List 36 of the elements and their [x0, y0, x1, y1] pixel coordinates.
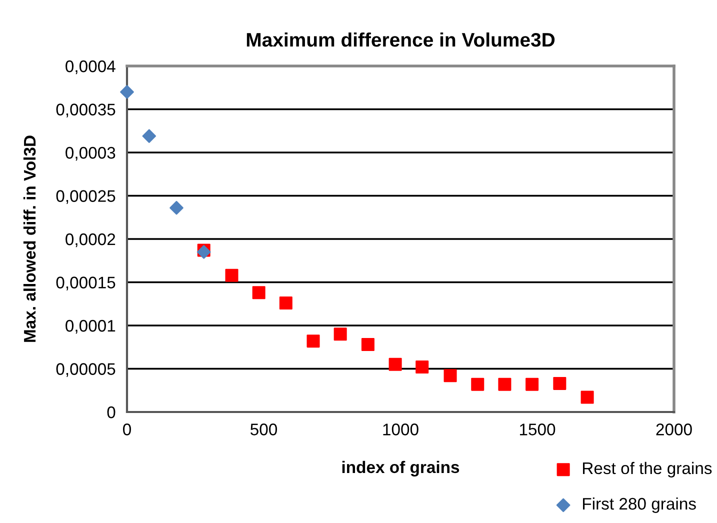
point: [388, 358, 402, 371]
chart-title: Maximum difference in Volume3D: [246, 32, 555, 47]
point: [553, 376, 566, 390]
x-tick-label: 500: [250, 424, 278, 436]
y-tick-label: 0: [107, 406, 116, 418]
y-tick-label: 0,00005: [56, 363, 116, 377]
x-tick-label: 0: [123, 424, 131, 436]
x-axis-title: index of grains: [342, 460, 460, 476]
x-tick-label: 1500: [520, 424, 556, 436]
point: [580, 390, 594, 404]
y-tick-label: 0,0003: [66, 146, 116, 161]
point: [142, 129, 156, 143]
point: [444, 369, 457, 382]
y-tick-label: 0,00035: [56, 104, 116, 118]
point: [334, 328, 347, 341]
point: [225, 268, 238, 282]
x-tick-label: 1000: [383, 424, 418, 436]
y-tick-label: 0,0002: [66, 233, 116, 248]
y-tick-label: 0,00025: [56, 190, 116, 204]
point: [416, 360, 429, 374]
point: [471, 378, 484, 391]
y-tick-label: 0,0001: [66, 320, 116, 334]
point: [306, 334, 320, 348]
point: [252, 286, 266, 300]
point: [120, 85, 134, 99]
point: [526, 378, 539, 391]
point: [170, 200, 184, 215]
legend-label: Rest of the grains: [583, 462, 712, 478]
y-tick-label: 0,00015: [56, 276, 116, 290]
y-tick-label: 0,0004: [66, 60, 116, 74]
point: [361, 338, 374, 352]
x-tick-label: 2000: [656, 424, 692, 436]
legend-label: First 280 grains: [583, 497, 696, 513]
point: [498, 378, 512, 391]
y-axis-title: Max. allowed diff. in Vol3D: [23, 136, 36, 342]
point: [279, 296, 292, 310]
